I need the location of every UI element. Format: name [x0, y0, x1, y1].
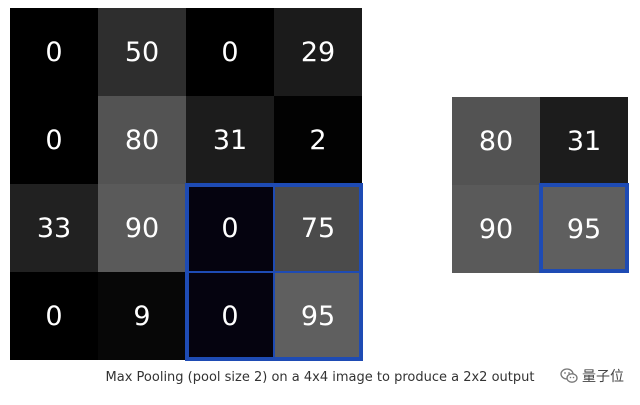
input-cell-r4-c4: 95	[274, 272, 362, 360]
input-cell-r2-c4: 2	[274, 96, 362, 184]
input-cell-r3-c4: 75	[274, 184, 362, 272]
watermark-text: 量子位	[582, 369, 624, 385]
output-cell-highlight	[539, 183, 629, 273]
input-cell-r1-c1: 0	[10, 8, 98, 96]
wechat-icon	[560, 368, 578, 383]
input-cell-r3-c2: 90	[98, 184, 186, 272]
input-cell-r2-c1: 0	[10, 96, 98, 184]
input-cell-r1-c2: 50	[98, 8, 186, 96]
input-cell-r1-c3: 0	[186, 8, 274, 96]
output-cell-r1-c2: 31	[540, 97, 628, 185]
input-cell-r4-c3: 0	[186, 272, 274, 360]
watermark: 量子位	[556, 364, 628, 388]
caption: Max Pooling (pool size 2) on a 4x4 image…	[105, 370, 535, 385]
input-cell-r2-c3: 31	[186, 96, 274, 184]
input-cell-r3-c1: 33	[10, 184, 98, 272]
pool-window-divider-vertical	[273, 185, 275, 359]
pool-window-highlight	[185, 183, 363, 361]
input-cell-r4-c2: 9	[98, 272, 186, 360]
output-cell-r2-c2: 95	[540, 185, 628, 273]
output-cell-r1-c1: 80	[452, 97, 540, 185]
input-cell-r1-c4: 29	[274, 8, 362, 96]
input-image-grid: 0 50 0 29 0 80 31 2 33 90 0 75 0 9 0 95	[10, 8, 362, 360]
input-cell-r3-c3: 0	[186, 184, 274, 272]
input-cell-r4-c1: 0	[10, 272, 98, 360]
input-cell-r2-c2: 80	[98, 96, 186, 184]
output-cell-r2-c1: 90	[452, 185, 540, 273]
